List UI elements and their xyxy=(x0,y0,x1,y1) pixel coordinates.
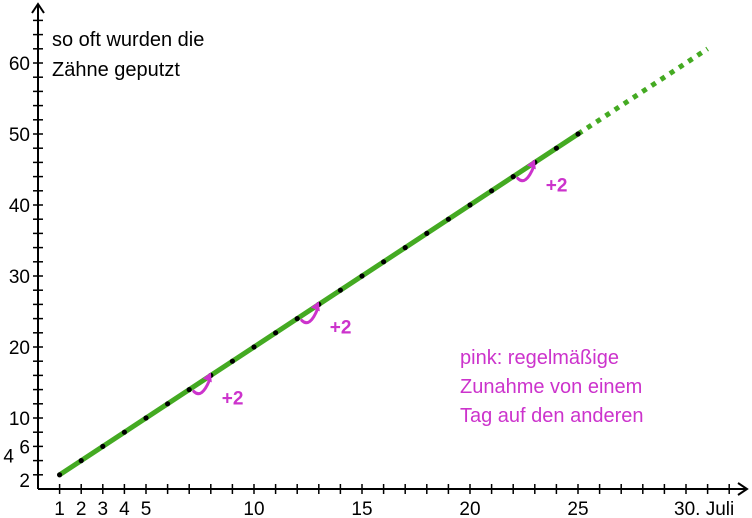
increment-marker: +2 xyxy=(516,159,568,196)
y-axis-label-line-1: so oft wurden die xyxy=(52,29,204,51)
increment-arrow-head xyxy=(526,159,536,170)
data-point xyxy=(186,387,192,393)
data-point xyxy=(294,316,300,322)
y-tick-label: 4 xyxy=(3,447,14,468)
note-line-1: pink: regelmäßige xyxy=(460,347,619,369)
increment-arrow-head xyxy=(310,301,320,312)
data-point xyxy=(467,202,473,208)
data-point xyxy=(121,429,127,435)
data-point xyxy=(381,259,387,265)
increment-label: +2 xyxy=(546,175,568,196)
data-point xyxy=(424,230,430,236)
data-point xyxy=(165,401,171,407)
x-axis-arrow xyxy=(737,482,749,496)
x-tick-label: 2 xyxy=(76,499,87,518)
y-tick-label: 2 xyxy=(19,471,30,492)
note-line-2: Zunahme von einem xyxy=(460,376,642,398)
y-axis-arrow xyxy=(31,2,45,14)
increment-arrow xyxy=(300,306,320,325)
y-tick-label: 50 xyxy=(9,125,30,146)
x-tick-label: 25 xyxy=(567,499,588,518)
x-tick-label: 1 xyxy=(54,499,65,518)
data-point xyxy=(489,188,495,194)
data-point xyxy=(57,472,63,478)
increment-arrow-head xyxy=(202,372,212,383)
x-tick-label: 3 xyxy=(98,499,109,518)
series-line-extrapolated xyxy=(576,46,709,137)
y-axis-label-line-2: Zähne geputzt xyxy=(52,59,180,81)
data-point xyxy=(402,245,408,251)
y-tick-label: 60 xyxy=(9,54,30,75)
increment-arrow xyxy=(192,377,212,396)
increment-label: +2 xyxy=(330,317,352,338)
note-line-3: Tag auf den anderen xyxy=(460,405,644,427)
x-tick-label: 5 xyxy=(141,499,152,518)
data-point xyxy=(510,174,516,180)
x-tick-label: 30. Juli xyxy=(674,499,734,518)
increment-marker: +2 xyxy=(192,372,244,409)
data-point xyxy=(337,287,343,293)
y-tick-label: 30 xyxy=(9,267,30,288)
data-point xyxy=(553,145,560,151)
data-point xyxy=(251,344,257,350)
increment-layer: +2 +2 +2 xyxy=(192,159,568,409)
data-point xyxy=(100,443,106,449)
data-point xyxy=(359,273,365,279)
data-point xyxy=(143,415,149,421)
increment-label: +2 xyxy=(222,388,244,409)
x-tick-label: 4 xyxy=(119,499,130,518)
x-tick-label: 20 xyxy=(459,499,480,518)
data-point xyxy=(273,330,279,336)
data-point xyxy=(78,458,84,464)
y-tick-label: 6 xyxy=(19,437,30,458)
x-tick-label: 10 xyxy=(243,499,264,518)
y-tick-label: 10 xyxy=(9,409,30,430)
data-point xyxy=(445,216,451,222)
x-tick-label: 15 xyxy=(351,499,372,518)
y-tick-label: 20 xyxy=(9,338,30,359)
increment-marker: +2 xyxy=(300,301,352,338)
y-tick-label: 40 xyxy=(9,196,30,217)
data-point xyxy=(575,131,581,137)
increment-arrow xyxy=(516,164,536,183)
data-point xyxy=(229,358,235,364)
